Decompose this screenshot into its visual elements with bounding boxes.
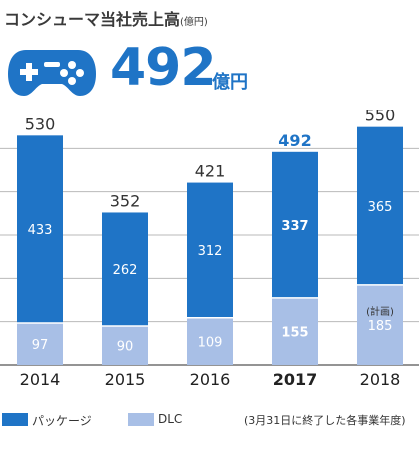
bar-package [17,135,63,323]
legend-swatch-dlc [128,413,154,426]
gamepad-icon [6,46,98,102]
stacked-bar-chart: 433 97 530 2014 262 90 352 2015 312 109 421 2016 337… [0,110,419,389]
data-label-package: 433 [28,223,53,238]
hero-unit: 億円 [212,72,248,93]
bar-package [187,182,233,318]
data-label-package: 312 [198,244,223,259]
hero-value: 492 [110,38,217,98]
data-label-total: 421 [195,162,226,181]
data-label-package: 337 [281,219,308,234]
chart-title-text: コンシューマ当社売上高 [4,10,181,29]
data-label-package: 365 [368,200,393,215]
fiscal-year-note: (3月31日に終了した各事業年度) [244,414,406,427]
bar-dlc [357,284,403,365]
bar-dlc [187,317,233,365]
x-tick-label: 2014 [20,370,61,389]
bar-package [272,151,318,298]
x-tick-label: 2015 [105,370,146,389]
data-label-total: 550 [365,110,396,125]
x-tick-sublabel: (計画) [366,305,394,318]
data-label-dlc: 185 [368,319,393,334]
bar-dlc [102,326,148,365]
chart-title-unit: (億円) [180,17,208,28]
legend-label-package: パッケージ [32,414,92,428]
data-label-total: 492 [278,131,311,150]
x-tick-label: 2018 [360,370,401,389]
legend: パッケージ DLC (3月31日に終了した各事業年度) [0,410,419,430]
x-tick-label: 2017 [273,370,318,389]
data-label-total: 530 [25,114,56,133]
data-label-total: 352 [110,191,141,210]
hero-figure: 492 億円 [0,38,419,110]
data-label-dlc: 90 [117,340,134,355]
data-label-dlc: 97 [32,338,49,353]
chart-title: コンシューマ当社売上高(億円) [4,6,208,30]
bar-package [102,212,148,326]
data-label-dlc: 109 [198,335,223,350]
bar-dlc [272,297,318,365]
data-label-dlc: 155 [281,325,308,340]
bar-package [357,126,403,285]
x-tick-label: 2016 [190,370,231,389]
legend-swatch-package [2,413,28,426]
data-label-package: 262 [113,263,138,278]
bar-dlc [17,322,63,365]
legend-label-dlc: DLC [158,412,183,426]
